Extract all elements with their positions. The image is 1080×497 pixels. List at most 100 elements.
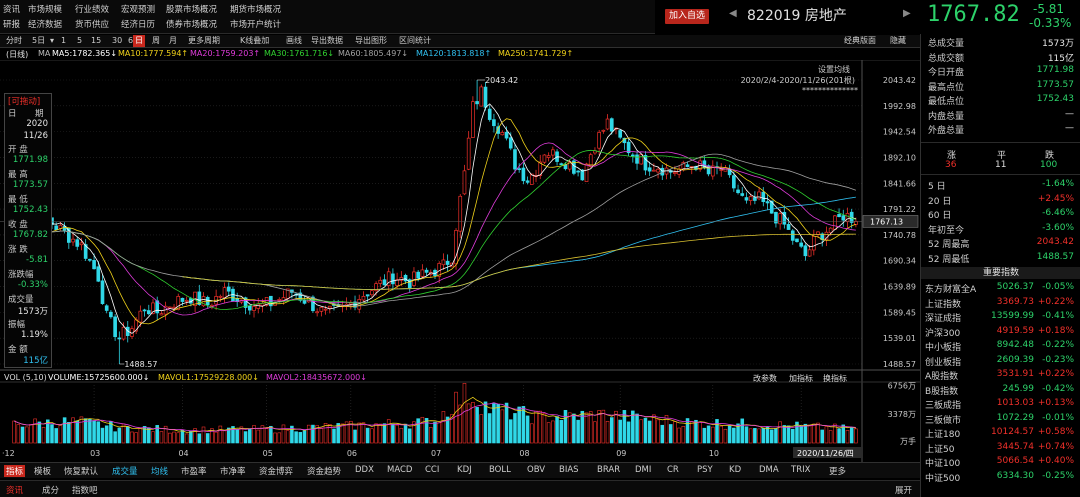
index-name[interactable]: 中证100: [925, 459, 961, 469]
chevron-down-icon[interactable]: ▾: [50, 36, 55, 45]
volume-bar: [660, 424, 665, 444]
indicator-tab[interactable]: 资金趋势: [307, 467, 342, 477]
menu-item-money-supply[interactable]: 货币供应: [75, 20, 110, 30]
tab-weekly[interactable]: 周: [152, 36, 160, 45]
export-image-button[interactable]: 导出图形: [355, 36, 387, 45]
indicator-tab[interactable]: DMI: [635, 465, 652, 475]
menu-item-macro[interactable]: 宏观预测: [121, 5, 156, 15]
candle: [517, 163, 522, 173]
set-ma-link[interactable]: 设置均线: [818, 64, 850, 74]
hide-button[interactable]: 隐藏: [890, 36, 906, 45]
indicator-tab[interactable]: CCI: [425, 465, 440, 475]
indicator-tab[interactable]: DMA: [759, 465, 779, 475]
tab-1min[interactable]: 1: [61, 36, 67, 45]
volume-bar: [88, 418, 92, 444]
index-name[interactable]: A股指数: [925, 372, 959, 382]
index-name[interactable]: 东方财富全A: [925, 285, 977, 295]
index-name[interactable]: 中证500: [925, 473, 961, 484]
menu-item-bond-market[interactable]: 债券市场概况: [166, 20, 218, 30]
indicator-tab[interactable]: BIAS: [559, 465, 579, 475]
candle: [609, 117, 614, 135]
export-data-button[interactable]: 导出数据: [311, 36, 343, 45]
indicator-tab[interactable]: KDJ: [457, 465, 472, 475]
candle: [176, 293, 181, 311]
tab-news[interactable]: 资讯: [6, 486, 24, 496]
index-name[interactable]: B股指数: [925, 386, 959, 397]
tab-daily[interactable]: 日: [133, 35, 145, 47]
volume-bar: [828, 430, 833, 444]
kline-chart[interactable]: 2043.42 1992.98 1942.54 1892.10 1841.66 1791.…: [0, 60, 920, 462]
volume-bar: [445, 416, 450, 444]
index-change: +0.58%: [1037, 427, 1074, 437]
next-arrow-icon[interactable]: ▶: [903, 8, 911, 19]
expand-button[interactable]: 展开: [895, 486, 913, 496]
breadth-down-label: 跌: [1045, 151, 1055, 161]
index-name[interactable]: 三板做市: [925, 415, 962, 426]
menu-item-econ-data[interactable]: 经济数据: [28, 20, 63, 30]
index-name[interactable]: 沪深300: [925, 328, 961, 339]
volume-bar: [260, 425, 265, 444]
add-indicator-button[interactable]: 加指标: [789, 374, 813, 383]
indicator-tab[interactable]: 市盈率: [181, 467, 207, 477]
draw-line-button[interactable]: 画线: [286, 36, 302, 45]
indicator-tab[interactable]: CR: [667, 465, 679, 475]
indicator-tab[interactable]: 市净率: [220, 467, 246, 477]
change-params-button[interactable]: 改参数: [753, 374, 777, 383]
indicator-tab[interactable]: BRAR: [597, 465, 621, 475]
indicator-tab[interactable]: TRIX: [791, 465, 811, 475]
menu-item-research[interactable]: 研报: [3, 20, 21, 30]
menu-item-news[interactable]: 资讯: [3, 5, 21, 15]
stat-value: —: [1065, 108, 1074, 119]
index-name[interactable]: 三板成指: [925, 401, 962, 411]
candle: [824, 226, 829, 246]
volume-bar: [689, 421, 694, 444]
candle: [180, 297, 185, 306]
indicator-tab[interactable]: DDX: [355, 465, 374, 475]
menu-item-futures[interactable]: 期货市场概况: [230, 5, 282, 15]
indicator-tab[interactable]: 更多: [829, 467, 847, 477]
indicator-tab[interactable]: 指标: [4, 465, 26, 477]
tab-intraday[interactable]: 分时: [6, 36, 22, 45]
menu-item-stock-market[interactable]: 股票市场概况: [166, 5, 218, 15]
menu-item-econ-calendar[interactable]: 经济日历: [121, 20, 156, 30]
menu-item-account-stats[interactable]: 市场开户统计: [230, 20, 282, 30]
menu-item-market-size[interactable]: 市场规模: [28, 5, 63, 15]
drag-tag[interactable]: [可拖动]: [8, 97, 41, 107]
bar-info-panel[interactable]: [可拖动] 日 期 2020 11/26 开 盘 1771.98 最 高 177…: [4, 93, 52, 368]
tab-15min[interactable]: 15: [91, 36, 102, 45]
indicator-tab[interactable]: 模板: [34, 467, 52, 477]
kline-overlay-button[interactable]: K线叠加: [240, 36, 270, 45]
indicator-tab[interactable]: 恢复默认: [64, 467, 99, 477]
indicator-tab[interactable]: MACD: [387, 465, 413, 475]
index-name[interactable]: 上证180: [925, 430, 961, 440]
classic-layout-button[interactable]: 经典版面: [844, 36, 876, 45]
indicator-tab[interactable]: 均线: [151, 467, 169, 477]
indicator-tab[interactable]: KD: [729, 465, 742, 475]
indicator-tab[interactable]: PSY: [697, 465, 713, 475]
menu-item-industry-perf[interactable]: 行业绩效: [75, 5, 110, 15]
indicator-tab[interactable]: 资金博弈: [259, 467, 294, 477]
add-watchlist-button[interactable]: 加入自选: [665, 9, 710, 24]
tab-5day[interactable]: 5日: [32, 36, 46, 45]
switch-indicator-button[interactable]: 换指标: [823, 374, 847, 383]
volume-bar: [769, 429, 774, 444]
index-name[interactable]: 创业板指: [925, 357, 962, 368]
tab-index-forum[interactable]: 指数吧: [72, 486, 98, 496]
candle: [736, 184, 740, 195]
index-name[interactable]: 上证50: [925, 444, 955, 455]
indicator-tab[interactable]: OBV: [527, 465, 546, 475]
tab-monthly[interactable]: 月: [169, 36, 177, 45]
tab-30min[interactable]: 30: [112, 36, 123, 45]
index-name[interactable]: 上证指数: [925, 299, 962, 310]
range-stats-button[interactable]: 区间统计: [399, 36, 431, 45]
tab-more-periods[interactable]: 更多周期: [188, 36, 220, 45]
prev-arrow-icon[interactable]: ◀: [729, 8, 737, 19]
index-name[interactable]: 中小板指: [925, 343, 962, 353]
volume-bar: [631, 410, 635, 444]
tab-5min[interactable]: 5: [77, 36, 83, 45]
index-name[interactable]: 深证成指: [925, 314, 962, 324]
indicator-tab[interactable]: 成交量: [112, 467, 138, 477]
tab-components[interactable]: 成分: [42, 486, 60, 496]
indicator-tab[interactable]: BOLL: [489, 465, 511, 475]
volume-bar: [450, 414, 454, 444]
